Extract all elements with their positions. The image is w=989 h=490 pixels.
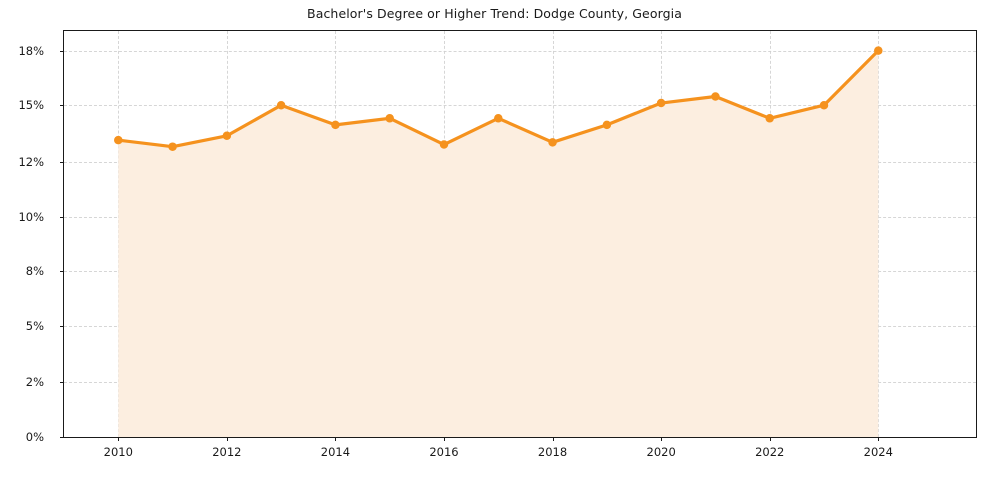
x-axis-tick-label: 2014 (320, 445, 351, 459)
x-axis-tick-label: 2010 (103, 445, 133, 459)
plot-area: 18% 15% 12% 10% 8% 5% 2% 0% 2010 2012 2014 2016 2018… (18, 30, 977, 459)
gridline-horizontal (64, 50, 976, 52)
x-axis-tick-mark (769, 437, 771, 441)
chart-title: Bachelor's Degree or Higher Trend: Dodge… (307, 6, 682, 21)
x-axis-tick-mark (226, 437, 228, 441)
data-point-marker (222, 131, 232, 141)
data-point-marker (711, 92, 720, 101)
data-point-marker (874, 46, 883, 55)
x-axis-tick-label: 2020 (646, 445, 676, 459)
gridline-vertical (878, 31, 880, 437)
x-axis-tick-label: 2022 (755, 445, 785, 459)
data-point-marker (494, 114, 503, 123)
plot-inner (64, 31, 976, 437)
y-axis-tick-label: 12% (18, 154, 44, 169)
y-axis-tick-label: 18% (18, 43, 44, 58)
data-point-marker (385, 114, 394, 123)
y-axis-tick-label: 2% (25, 375, 44, 390)
y-axis-tick-label: 15% (18, 98, 44, 113)
data-point-marker (765, 114, 774, 123)
series-area-line (114, 46, 883, 437)
x-axis-tick-mark (552, 437, 554, 441)
x-axis-tick-mark (118, 437, 120, 441)
data-point-marker (276, 100, 286, 110)
x-axis-tick-label: 2012 (212, 445, 242, 459)
data-point-marker (656, 98, 666, 108)
x-axis-tick-label: 2024 (863, 445, 893, 459)
x-axis-tick-label: 2018 (537, 445, 568, 459)
y-axis-tick-label: 10% (18, 209, 44, 224)
data-point-marker (331, 120, 340, 130)
y-axis-tick-label: 8% (25, 264, 44, 279)
y-axis-tick-label: 0% (25, 430, 44, 444)
x-axis-tick-mark (444, 437, 445, 441)
y-axis-tick-label: 5% (25, 318, 44, 333)
series-fill-area (118, 50, 879, 437)
data-point-marker (439, 140, 449, 149)
x-axis-tick-mark (661, 437, 663, 441)
gridline-horizontal (64, 105, 976, 107)
x-axis-tick-mark (878, 437, 880, 441)
y-axis-tick-mark (60, 437, 64, 438)
data-point-marker (602, 120, 612, 130)
x-axis-tick-mark (335, 437, 337, 441)
data-point-marker (114, 135, 123, 145)
data-point-marker (819, 100, 829, 110)
data-point-marker (168, 142, 177, 151)
data-point-marker (548, 138, 557, 147)
x-axis-tick-label: 2016 (429, 445, 459, 459)
